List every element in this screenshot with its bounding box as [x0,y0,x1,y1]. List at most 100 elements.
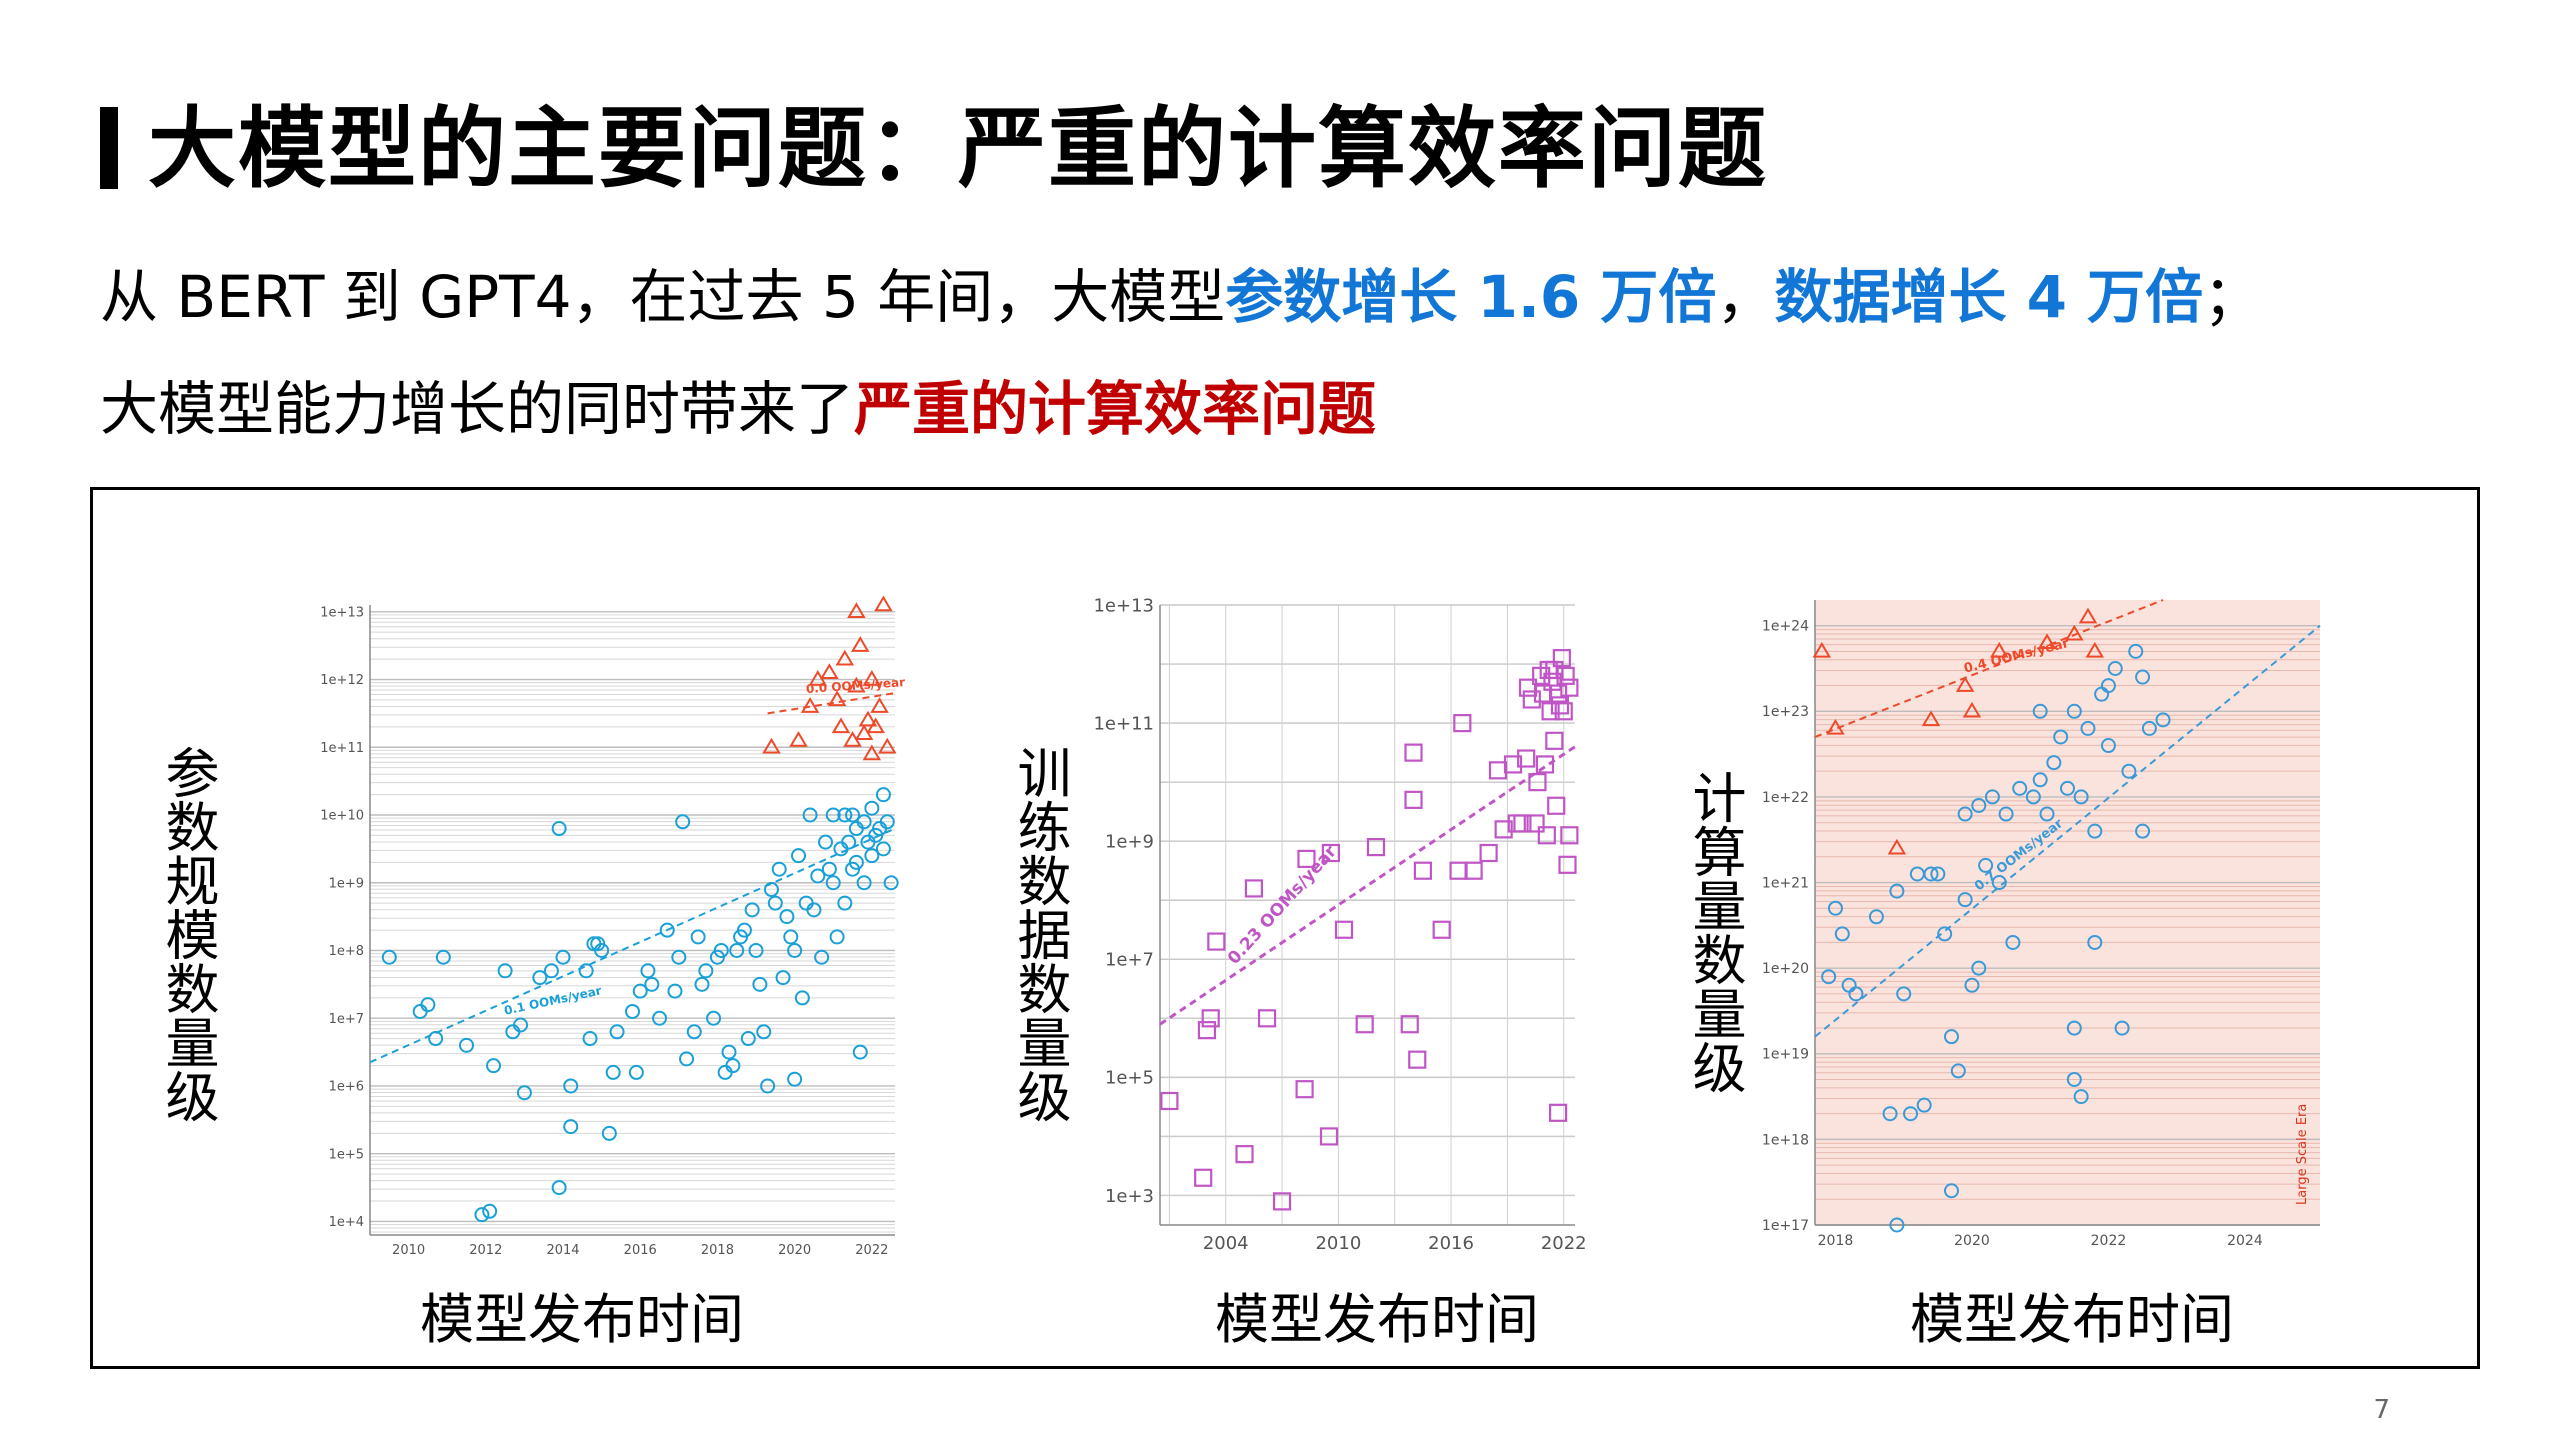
data-point [2032,772,2048,788]
data-point [1295,1080,1314,1099]
data-point [659,922,675,938]
data-point [1535,755,1555,774]
data-point [1984,789,2000,805]
subtitle-line-1: 从 BERT 到 GPT4，在过去 5 年间，大模型参数增长 1.6 万倍，数据… [100,250,2261,334]
data-point [1479,843,1498,863]
data-point [852,1044,868,1060]
chart2-ylabel: 训练数据数量级 [1008,745,1071,1123]
data-point [1404,790,1423,809]
data-point [787,942,803,958]
data-point [1272,1192,1292,1211]
data-point [1194,1168,1213,1187]
x-tick-label: 2020 [778,1243,811,1258]
data-point [883,875,899,891]
data-point [1550,696,1570,715]
data-point [1930,866,1946,882]
data-point [1560,826,1579,845]
data-point [1297,849,1316,869]
data-point [435,949,451,965]
data-point [856,814,872,830]
y-tick-label: 1e+17 [1762,1218,1809,1234]
data-point [1978,857,1994,873]
data-point [1962,701,1982,718]
data-point [1528,773,1547,792]
data-point [789,731,808,747]
y-tick-label: 1e+11 [320,741,364,756]
y-tick-label: 1e+21 [1762,875,1809,891]
trend-label: 0.0 OOMs/year [805,675,905,696]
data-point [1991,875,2007,891]
x-tick-label: 2022 [2091,1233,2127,1249]
y-tick-label: 1e+5 [1105,1068,1154,1089]
data-point [551,1180,567,1196]
line1-highlight-data: 数据增长 4 万倍 [1774,263,2204,331]
data-point [713,942,729,958]
data-point [787,1071,803,1087]
data-point [706,1010,722,1026]
data-point [690,929,706,945]
region-label: Large Scale Era [2295,1104,2310,1205]
data-point [605,1064,621,1080]
data-point [1494,820,1513,839]
line1-highlight-params: 参数增长 1.6 万倍 [1225,263,1717,331]
data-point [578,963,594,979]
x-tick-label: 2016 [624,1243,657,1258]
data-point [752,976,768,992]
gridlines [370,611,895,1233]
data-point [2107,660,2123,676]
data-point [1916,1097,1932,1113]
data-point [725,1058,741,1074]
data-point [1548,684,1568,703]
data-point [632,983,648,999]
data-point [845,807,861,823]
data-point [2046,755,2062,771]
y-tick-label: 1e+9 [1105,831,1154,852]
data-point [2032,703,2048,719]
data-point [667,983,683,999]
data-point [2135,669,2151,685]
data-point [1882,1106,1898,1122]
data-point [729,942,745,958]
data-point [721,1044,737,1060]
data-point [563,1119,579,1135]
line1-mid: ， [1716,263,1775,331]
y-tick-label: 1e+20 [1762,961,1809,977]
data-point [497,963,513,979]
data-point [736,922,752,938]
data-point [1432,920,1451,939]
data-point [686,1024,702,1040]
data-point [2100,678,2116,694]
data-point [2073,1089,2089,1105]
data-point [827,690,847,707]
data-series [762,595,897,761]
data-point [1826,718,1845,735]
plot-area [1160,605,1575,1225]
data-point [837,807,853,823]
chart1-xlabel: 模型发布时间 [420,1288,744,1351]
y-tick-label: 1e+9 [329,876,364,891]
data-point [762,737,781,754]
y-tick-label: 1e+6 [329,1080,364,1095]
data-point [2066,1020,2082,1036]
data-point [1321,843,1340,863]
data-point [1889,883,1905,899]
data-point [2066,1071,2082,1087]
data-point [594,942,610,958]
data-point [609,1024,625,1040]
data-point [1160,1091,1179,1111]
data-point [1413,861,1432,880]
data-point [601,1125,617,1141]
data-point [1937,926,1953,942]
x-tick-label: 2018 [701,1243,734,1258]
data-point [2060,780,2075,796]
data-point [825,875,841,891]
data-point [679,1051,695,1067]
data-point [381,949,397,965]
subtitle-line-2: 大模型能力增长的同时带来了严重的计算效率问题 [100,362,1376,446]
chart1-ylabel: 参数规模数量级 [156,745,219,1123]
data-point [821,861,837,877]
data-point [851,636,870,652]
data-point [1556,666,1575,685]
data-point [555,949,571,965]
data-point [513,1017,529,1033]
